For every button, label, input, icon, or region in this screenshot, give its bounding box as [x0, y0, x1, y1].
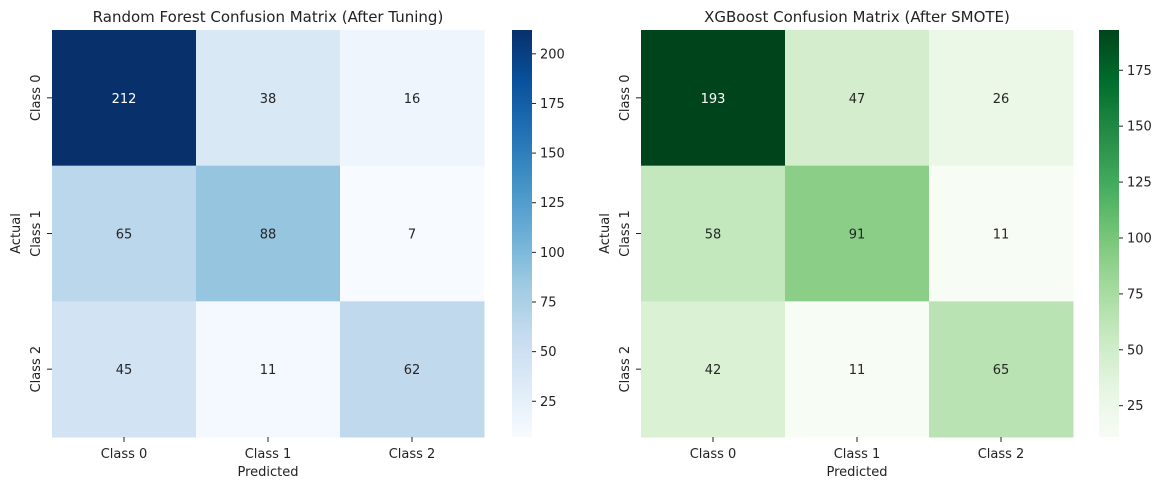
heatmap-cell — [196, 301, 341, 438]
cell-value-label: 65 — [116, 228, 133, 243]
heatmap-cell — [641, 301, 786, 438]
x-tick-label: Class 1 — [834, 447, 881, 462]
y-tick-label: Class 2 — [29, 346, 44, 393]
colorbar-tick-label: 100 — [1127, 231, 1152, 246]
x-axis-label: Predicted — [826, 465, 887, 480]
x-tick-label: Class 0 — [690, 447, 737, 462]
cell-value-label: 91 — [849, 228, 866, 243]
x-axis-label: Predicted — [237, 465, 298, 480]
y-axis-label: Actual — [598, 213, 613, 254]
heatmap-cell — [641, 165, 786, 302]
cell-value-label: 62 — [404, 363, 421, 378]
cell-value-label: 58 — [705, 228, 722, 243]
colorbar-tick-label: 125 — [1127, 176, 1152, 191]
xgboost-panel: 193 47 26 58 91 11 42 11 65 XGBoost Confusion Mat… — [598, 8, 1152, 480]
heatmap-cell — [641, 30, 786, 167]
heatmap-cell — [196, 165, 341, 302]
chart-title: Random Forest Confusion Matrix (After Tu… — [93, 8, 444, 26]
colorbar-tick-label: 150 — [1127, 120, 1152, 135]
chart-title: XGBoost Confusion Matrix (After SMOTE) — [704, 8, 1010, 26]
heatmap-cell — [196, 30, 341, 167]
colorbar-tick-label: 75 — [540, 295, 557, 310]
cell-value-label: 42 — [705, 363, 722, 378]
y-tick-label: Class 2 — [618, 346, 633, 393]
heatmap-cell — [340, 301, 485, 438]
cell-value-label: 47 — [849, 92, 866, 107]
heatmap-cell — [785, 301, 930, 438]
cell-value-label: 26 — [993, 92, 1010, 107]
heatmap-cell — [52, 30, 197, 167]
cell-value-label: 212 — [112, 92, 137, 107]
y-tick-label: Class 0 — [618, 75, 633, 122]
colorbar-tick-label: 175 — [540, 97, 565, 112]
cell-value-label: 11 — [993, 228, 1010, 243]
heatmap-cell — [52, 165, 197, 302]
cell-value-label: 65 — [993, 363, 1010, 378]
heatmap-cell — [52, 301, 197, 438]
cell-value-label: 38 — [260, 92, 277, 107]
colorbar-tick-label: 125 — [540, 196, 565, 211]
colorbar-tick-label: 150 — [540, 147, 565, 162]
cell-value-label: 45 — [116, 363, 133, 378]
colorbar-tick-label: 200 — [540, 47, 565, 62]
x-tick-label: Class 2 — [978, 447, 1025, 462]
cell-value-label: 11 — [260, 363, 277, 378]
cell-value-label: 11 — [849, 363, 866, 378]
y-tick-label: Class 0 — [29, 75, 44, 122]
colorbar-tick-label: 75 — [1127, 287, 1144, 302]
colorbar-tick-label: 50 — [540, 345, 557, 360]
colorbar-tick-label: 50 — [1127, 343, 1144, 358]
heatmap-cell — [929, 30, 1074, 167]
heatmap-cell — [929, 165, 1074, 302]
x-tick-label: Class 2 — [389, 447, 436, 462]
x-tick-label: Class 1 — [245, 447, 292, 462]
random-forest-panel: 212 38 16 65 88 7 45 11 62 Random Forest Confusio… — [9, 8, 565, 480]
heatmap-cell — [785, 165, 930, 302]
colorbar-tick-label: 25 — [540, 395, 557, 410]
cell-value-label: 7 — [408, 228, 416, 243]
cell-value-label: 16 — [404, 92, 421, 107]
x-tick-label: Class 0 — [101, 447, 148, 462]
colorbar — [1099, 30, 1119, 437]
heatmap-cell — [929, 301, 1074, 438]
cell-value-label: 193 — [701, 92, 726, 107]
colorbar-tick-label: 175 — [1127, 64, 1152, 79]
colorbar-tick-label: 100 — [540, 246, 565, 261]
colorbar — [512, 30, 532, 437]
y-tick-label: Class 1 — [29, 210, 44, 257]
colorbar-tick-label: 25 — [1127, 399, 1144, 414]
y-tick-label: Class 1 — [618, 210, 633, 257]
heatmap-cell — [785, 30, 930, 167]
heatmap-cell — [340, 30, 485, 167]
cell-value-label: 88 — [260, 228, 277, 243]
heatmap-cell — [340, 165, 485, 302]
y-axis-label: Actual — [9, 213, 24, 254]
